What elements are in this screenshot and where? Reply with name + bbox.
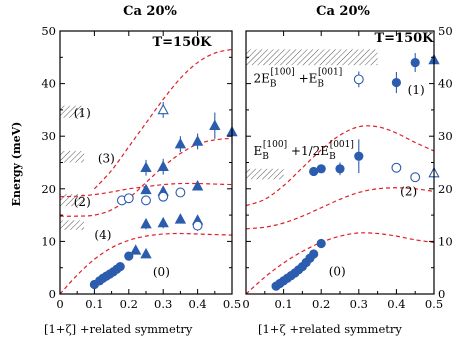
left-branch-label: (3): [98, 151, 115, 165]
right-hatched-band-1: [246, 168, 284, 180]
left-filled-triangle-point: [140, 247, 152, 259]
left-y-tick-label: 20: [41, 182, 56, 196]
right-filled-circle-point: [316, 238, 326, 249]
left-y-tick-label: 0: [49, 287, 56, 301]
right-filled-circle-point: [316, 164, 326, 174]
left-y-tick-label: 50: [41, 24, 56, 38]
left-branch-label: (4): [94, 228, 111, 242]
left-open-circle-point: [123, 193, 134, 204]
right-open-circle-point: [391, 162, 402, 173]
right-filled-circle-point: [309, 249, 319, 259]
right-axis-footer: [1+ζ +related symmetry: [258, 322, 402, 336]
right-branch-label: (2): [400, 184, 417, 198]
left-filled-triangle-point: [191, 180, 204, 191]
left-open-circle-point: [158, 191, 169, 202]
left-y-tick-label: 30: [41, 129, 56, 143]
right-formula-part: B: [270, 79, 277, 89]
right-branch-label: (0): [329, 264, 346, 278]
left-x-tick-label: 0.2: [120, 297, 138, 311]
right-x-tick-label: 0.2: [312, 297, 330, 311]
right-filled-circle-point: [354, 151, 364, 161]
right-y-tick-label: 10: [438, 234, 453, 248]
left-panel: Ca 20% 0 0.1 0.2 0.3 0.4 0.5 0 10 20 30 40 50 (1) (3)…: [41, 4, 241, 336]
right-y-tick-label: 40: [438, 77, 453, 91]
right-y-tick-label: 20: [438, 182, 453, 196]
right-x-tick-label: 0.3: [350, 297, 368, 311]
left-filled-triangle-point: [174, 213, 187, 224]
right-formula-part: +1/2E: [287, 144, 329, 158]
left-filled-triangle-point: [140, 183, 152, 195]
left-hatched-band-0: [60, 105, 85, 118]
left-temperature-label: T=150K: [152, 35, 212, 50]
left-model-curve-1: [59, 137, 233, 217]
right-model-curve-1: [245, 187, 435, 230]
right-formula-part: [001]: [318, 67, 342, 77]
right-panel: Ca 20% 0 0.1 0.2 0.3 0.4 0.501020304050(1)(2)…: [242, 4, 452, 336]
right-panel-title: Ca 20%: [316, 4, 370, 19]
right-formula-f1: 2EB[100] +EB[001]: [254, 67, 343, 89]
left-y-tick-label: 10: [41, 234, 56, 248]
left-axis-footer: [1+ζ] +related symmetry: [44, 322, 193, 336]
left-filled-triangle-point: [140, 217, 152, 229]
left-x-tick-label: 0.5: [223, 297, 241, 311]
left-hatched-band-1: [60, 150, 85, 163]
right-open-circle-point: [410, 172, 421, 183]
right-formula-part: [100]: [263, 140, 287, 150]
left-x-tick-label: 0.3: [154, 297, 172, 311]
right-y-tick-label: 30: [438, 129, 453, 143]
left-x-tick-label: 0.1: [85, 297, 103, 311]
left-x-tick-label: 0: [56, 297, 63, 311]
right-y-tick-label: 0: [438, 287, 445, 301]
right-x-tick-label: 0: [242, 297, 249, 311]
right-y-tick-label: 50: [438, 24, 453, 38]
left-open-circle-point: [192, 220, 203, 231]
right-model-curve-2: [245, 125, 435, 207]
left-y-tick-label: 40: [41, 77, 56, 91]
left-branch-label: (2): [74, 195, 91, 209]
right-formula-part: B: [329, 152, 336, 162]
left-model-curve-2: [93, 48, 233, 190]
left-filled-triangle-point: [209, 119, 221, 130]
y-axis-label: Energy (meV): [10, 122, 23, 207]
left-panel-title: Ca 20%: [123, 4, 177, 19]
right-formula-part: B: [317, 79, 324, 89]
left-branch-label: (1): [74, 106, 91, 120]
right-formula-part: [001]: [330, 140, 354, 150]
left-open-triangle-point: [157, 103, 169, 115]
left-filled-triangle-point: [140, 161, 152, 173]
left-model-curve-0: [59, 232, 233, 295]
left-open-circle-point: [141, 195, 151, 206]
left-filled-triangle-point: [157, 160, 169, 172]
left-open-circle-point: [175, 187, 186, 198]
right-hatched-band-0: [246, 49, 378, 66]
right-x-tick-label: 0.1: [274, 297, 292, 311]
left-filled-triangle-point: [174, 137, 187, 149]
left-filled-triangle-point: [191, 135, 204, 146]
right-filled-circle-point: [335, 164, 345, 174]
left-hatched-band-2: [60, 194, 85, 207]
left-filled-triangle-point: [130, 244, 142, 255]
right-plot-marks: 0 0.1 0.2 0.3 0.4 0.501020304050(1)(2)(0)2EB[…: [242, 24, 452, 311]
right-formula-part: E: [254, 144, 263, 158]
left-hatched-band-3: [60, 220, 85, 230]
left-x-tick-label: 0.4: [188, 297, 206, 311]
right-x-tick-label: 0.4: [387, 297, 405, 311]
right-temperature-label: T=150K: [374, 31, 434, 46]
left-filled-triangle-point: [157, 216, 169, 228]
right-filled-circle-point: [391, 77, 401, 88]
right-formula-f2: EB[100] +1/2EB[001]: [254, 140, 354, 162]
right-open-circle-point: [353, 74, 364, 85]
left-branch-label: (0): [153, 265, 170, 279]
left-filled-circle-point: [115, 262, 125, 272]
right-formula-part: 2E: [254, 71, 270, 85]
left-plot-marks: 0 0.1 0.2 0.3 0.4 0.5 0 10 20 30 40 50 (1) (3) (2) (4) (…: [41, 24, 241, 311]
right-filled-circle-point: [410, 57, 420, 68]
right-branch-label: (1): [408, 83, 425, 97]
right-formula-part: +E: [295, 71, 318, 85]
right-formula-part: [100]: [271, 67, 295, 77]
right-formula-part: B: [262, 152, 269, 162]
right-x-tick-label: 0.5: [425, 297, 443, 311]
